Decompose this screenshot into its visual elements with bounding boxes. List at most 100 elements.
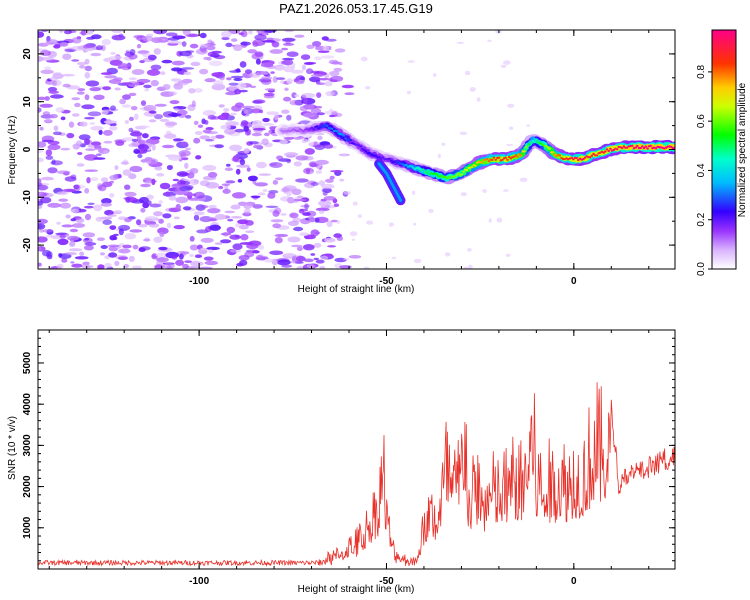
spectrogram-noise-blob xyxy=(287,220,299,226)
spectrogram-noise-blob xyxy=(74,102,81,108)
spectrogram-noise-blob xyxy=(59,202,71,209)
spectrogram-noise-blob xyxy=(85,148,96,152)
spectrogram-noise-blob xyxy=(268,129,275,134)
spectrogram-ridge-cell xyxy=(526,144,529,147)
spectrogram-ridge-cell xyxy=(642,146,646,150)
spectrogram-noise-blob xyxy=(171,60,185,66)
spectrogram-noise-blob xyxy=(407,60,416,63)
spectrogram-ridge-cell xyxy=(470,166,474,169)
spectrogram-noise-blob xyxy=(140,100,147,106)
spectrogram-noise-blob xyxy=(342,258,350,261)
spectrogram-noise-blob xyxy=(519,177,528,182)
spectrogram-ridge-cell xyxy=(636,144,639,148)
spectrogram-noise-blob xyxy=(214,144,224,149)
spectrogram-noise-blob xyxy=(42,229,54,233)
spectrogram-noise-blob xyxy=(109,225,117,231)
spectrogram-noise-blob xyxy=(240,120,249,127)
spectrogram-noise-blob xyxy=(299,208,309,212)
spectrogram-noise-blob xyxy=(143,104,157,112)
spectrogram-noise-blob xyxy=(189,43,199,49)
spectrogram-noise-blob xyxy=(114,260,120,266)
colorbar-tick-label: 0.4 xyxy=(696,163,707,177)
spectrogram-noise-blob xyxy=(193,88,203,93)
spectrogram-noise-blob xyxy=(44,96,50,101)
spectrogram-noise-blob xyxy=(117,173,122,179)
spectrogram-noise-blob xyxy=(83,205,94,209)
spectrogram-noise-blob xyxy=(101,109,109,115)
spectrogram-noise-blob xyxy=(295,261,304,264)
spectrogram-noise-blob xyxy=(324,81,333,87)
spectrogram-noise-blob xyxy=(110,52,116,55)
spectrogram-noise-blob xyxy=(316,82,325,85)
spectrogram-ridge-cell xyxy=(583,156,587,159)
spectrogram-noise-blob xyxy=(202,129,212,134)
spectrogram-noise-blob xyxy=(70,261,75,264)
spectrogram-noise-blob xyxy=(234,89,242,95)
spectrogram-noise-blob xyxy=(313,105,323,109)
spectrogram-noise-blob xyxy=(97,237,105,241)
spectrogram-noise-blob xyxy=(131,69,145,75)
spectrogram-noise-blob xyxy=(310,253,316,256)
spectrogram-noise-blob xyxy=(210,41,215,45)
spectrogram-ridge-cell xyxy=(480,161,484,164)
spectrogram-noise-blob xyxy=(263,92,275,97)
spectrogram-noise-blob xyxy=(411,190,416,195)
spectrogram-noise-blob xyxy=(166,165,173,171)
spectrogram-noise-blob xyxy=(59,191,67,195)
spectrogram-noise-blob xyxy=(194,254,203,258)
spectrogram-noise-blob xyxy=(284,253,297,257)
spectrogram-image xyxy=(38,30,675,269)
spectrogram-noise-blob xyxy=(261,76,273,80)
spectrogram-noise-blob xyxy=(207,51,217,57)
spectrogram-noise-blob xyxy=(233,44,243,51)
spectrogram-noise-blob xyxy=(316,92,322,98)
spectrogram-noise-blob xyxy=(206,246,220,251)
spectrogram-noise-blob xyxy=(146,194,154,200)
spectrogram-noise-blob xyxy=(208,218,219,222)
spectrogram-noise-blob xyxy=(131,138,138,142)
spectrogram-noise-blob xyxy=(154,264,163,269)
spectrogram-noise-blob xyxy=(308,161,318,168)
spectrogram-ridge-cell xyxy=(639,146,642,150)
spectrogram-noise-blob xyxy=(245,220,254,226)
spectrogram-noise-blob xyxy=(264,132,270,137)
spectrogram-noise-blob xyxy=(145,138,160,145)
spectrogram-noise-blob xyxy=(286,159,291,164)
spectrogram-noise-blob xyxy=(211,72,224,77)
spectrogram-noise-blob xyxy=(56,221,61,225)
spectrogram-ridge-cell xyxy=(418,167,422,170)
y-tick-label: 5000 xyxy=(22,351,33,374)
spectrogram-noise-blob xyxy=(304,203,309,210)
spectrogram-ridge-cell xyxy=(539,142,543,145)
spectrogram-noise-blob xyxy=(39,50,52,56)
spectrogram-noise-blob xyxy=(148,119,157,123)
spectrogram-noise-blob xyxy=(172,178,179,182)
spectrogram-noise-blob xyxy=(38,149,44,153)
spectrogram-noise-blob xyxy=(300,54,311,60)
spectrogram-noise-blob xyxy=(129,229,143,233)
snr-y-label: SNR (10 * v/v) xyxy=(7,416,18,480)
spectrogram-noise-blob xyxy=(206,56,212,61)
spectrogram-ridge-cell xyxy=(405,163,408,166)
spectrogram-noise-blob xyxy=(103,140,113,144)
spectrogram-noise-blob xyxy=(182,206,192,211)
spectrogram-noise-blob xyxy=(172,35,186,40)
spectrogram-noise-blob xyxy=(281,60,286,65)
spectrogram-ridge-cell xyxy=(457,172,460,175)
spectrogram-noise-blob xyxy=(220,239,232,244)
spectrogram-noise-blob xyxy=(72,113,80,117)
spectrogram-noise-blob xyxy=(218,185,224,190)
snr-frame xyxy=(37,329,676,570)
spectrogram-noise-blob xyxy=(294,94,300,98)
spectrogram-noise-blob xyxy=(38,247,42,251)
spectrogram-noise-blob xyxy=(276,77,286,80)
spectrogram-noise-blob xyxy=(205,182,219,189)
spectrogram-noise-blob xyxy=(296,246,303,251)
spectrogram-noise-blob xyxy=(151,144,156,151)
spectrogram-noise-blob xyxy=(38,218,48,224)
spectrogram-noise-blob xyxy=(93,157,106,160)
spectrogram-noise-blob xyxy=(137,125,150,129)
spectrogram-noise-blob xyxy=(276,259,291,266)
spectrogram-noise-blob xyxy=(228,84,238,91)
spectrogram-noise-blob xyxy=(104,209,114,216)
